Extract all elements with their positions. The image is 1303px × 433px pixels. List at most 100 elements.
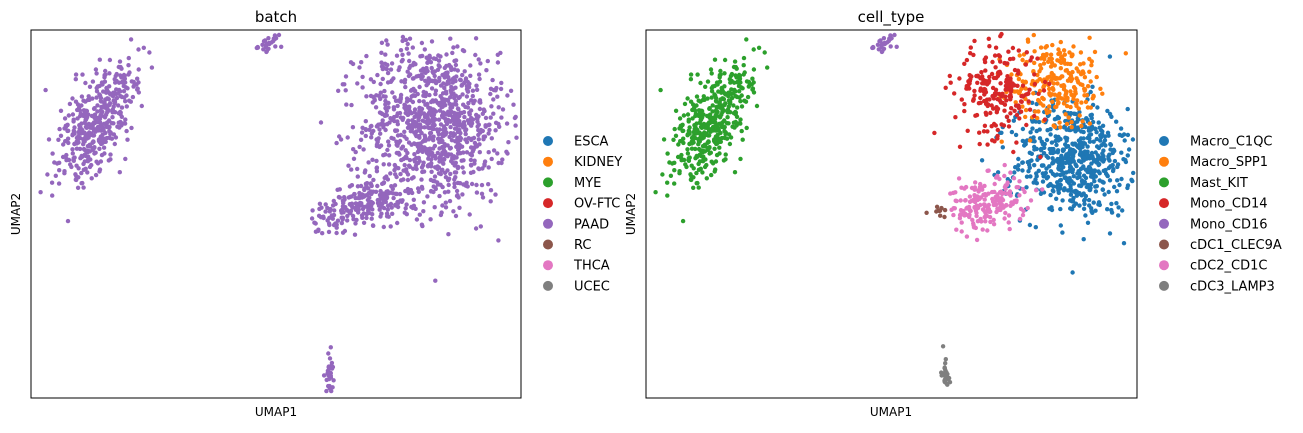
scatter-point	[984, 213, 990, 219]
scatter-point	[1051, 189, 1056, 194]
scatter-point	[1006, 83, 1011, 88]
scatter-point	[411, 93, 416, 98]
scatter-point	[1110, 150, 1116, 156]
scatter-point	[468, 162, 474, 168]
scatter-point	[124, 104, 129, 109]
scatter-point	[495, 60, 501, 65]
scatter-point	[1051, 159, 1056, 164]
scatter-point	[477, 142, 482, 147]
scatter-point	[740, 137, 745, 142]
scatter-point	[688, 72, 694, 77]
scatter-point	[1085, 220, 1091, 225]
scatter-point	[114, 78, 119, 84]
scatter-point	[332, 208, 337, 213]
scatter-point	[472, 98, 477, 104]
scatter-point	[694, 94, 700, 99]
scatter-point	[995, 97, 1000, 102]
scatter-point	[464, 150, 470, 155]
scatter-point	[64, 152, 69, 158]
scatter-point	[991, 222, 997, 227]
scatter-point	[117, 125, 122, 130]
scatter-point	[433, 91, 438, 97]
scatter-point	[76, 140, 81, 145]
scatter-point	[442, 156, 447, 162]
scatter-point	[1044, 107, 1049, 113]
chart-title: batch	[255, 8, 297, 26]
scatter-point	[680, 218, 686, 224]
scatter-point	[1114, 201, 1119, 206]
scatter-point	[754, 103, 760, 109]
scatter-point	[321, 373, 327, 378]
scatter-point	[1016, 105, 1022, 111]
scatter-point	[999, 92, 1004, 97]
scatter-point	[1055, 76, 1060, 81]
scatter-point	[1074, 66, 1079, 71]
scatter-point	[1082, 197, 1088, 202]
scatter-point	[1089, 127, 1094, 132]
scatter-point	[744, 37, 749, 42]
scatter-point	[452, 184, 457, 190]
scatter-point	[999, 130, 1004, 135]
scatter-point	[505, 151, 510, 156]
scatter-point	[455, 151, 461, 156]
scatter-point	[1003, 210, 1008, 216]
scatter-point	[85, 170, 90, 175]
scatter-point	[702, 149, 708, 154]
scatter-point	[732, 125, 737, 130]
scatter-point	[1089, 150, 1095, 156]
scatter-point	[446, 232, 451, 237]
scatter-point	[118, 64, 123, 70]
scatter-point	[421, 200, 427, 205]
scatter-point	[353, 221, 358, 226]
scatter-point	[109, 121, 115, 126]
scatter-point	[124, 128, 129, 134]
scatter-point	[513, 123, 518, 128]
scatter-point	[374, 142, 380, 147]
scatter-point	[1006, 124, 1012, 129]
scatter-point	[486, 182, 491, 187]
scatter-point	[350, 213, 356, 219]
scatter-point	[371, 79, 376, 85]
scatter-point	[426, 162, 432, 167]
scatter-point	[1093, 174, 1099, 179]
scatter-point	[1042, 79, 1048, 85]
scatter-point	[1071, 174, 1077, 179]
scatter-point	[107, 101, 113, 106]
scatter-point	[476, 57, 481, 62]
scatter-point	[1043, 45, 1048, 50]
scatter-point	[417, 144, 422, 149]
scatter-point	[975, 73, 981, 79]
scatter-point	[710, 103, 715, 108]
scatter-point	[381, 224, 386, 230]
scatter-point	[90, 79, 96, 84]
scatter-point	[1045, 174, 1051, 180]
scatter-point	[385, 203, 391, 208]
scatter-point	[385, 122, 390, 127]
scatter-point	[55, 161, 60, 166]
scatter-point	[709, 95, 714, 100]
scatter-point	[1125, 183, 1131, 188]
scatter-point	[466, 100, 471, 106]
scatter-point	[1049, 60, 1055, 65]
scatter-point	[978, 202, 983, 208]
scatter-point	[357, 65, 362, 70]
scatter-point	[1060, 148, 1066, 154]
scatter-point	[460, 92, 465, 97]
scatter-point	[375, 72, 380, 78]
scatter-point	[733, 109, 738, 115]
scatter-point	[119, 105, 125, 110]
scatter-point	[385, 207, 390, 212]
scatter-point	[986, 168, 991, 173]
scatter-point	[1107, 178, 1113, 183]
scatter-point	[1093, 189, 1099, 194]
scatter-point	[79, 94, 85, 99]
scatter-point	[942, 214, 947, 220]
scatter-point	[1033, 119, 1039, 124]
scatter-point	[658, 87, 663, 93]
scatter-point	[995, 127, 1000, 133]
scatter-point	[76, 129, 81, 135]
scatter-point	[440, 167, 445, 172]
scatter-point	[978, 95, 983, 101]
scatter-point	[402, 134, 407, 139]
scatter-point	[91, 106, 97, 112]
